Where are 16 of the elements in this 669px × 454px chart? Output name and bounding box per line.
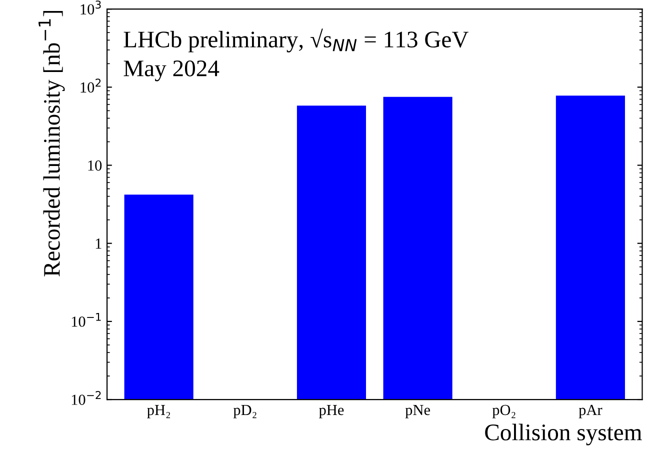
x-axis-title: Collision system [485,424,642,446]
x-tick-label: pO₂ [492,404,516,418]
x-tick-label: pD₂ [233,404,256,418]
y-axis-title: Recorded luminosity [nb$^{−1}$] [38,10,65,276]
y-tick-label: 10$^{−2}$ [72,391,101,405]
x-tick-label: pNe [405,404,430,418]
y-tick-label: 10$^{2}$ [80,78,101,93]
annotation: LHCb preliminary, √s$_{NN}$ = 113 GeV [124,28,468,52]
y-tick-label: 10$^{−1}$ [72,313,101,327]
annotation: May 2024 [124,60,220,82]
y-tick-label: 10$^{3}$ [80,0,101,15]
x-tick-label: pH₂ [147,404,170,418]
x-tick-label: pHe [318,404,344,418]
x-tick-label: pAr [578,404,602,418]
y-tick-label: 1 [96,238,102,249]
y-tick-label: 10 [88,160,102,171]
